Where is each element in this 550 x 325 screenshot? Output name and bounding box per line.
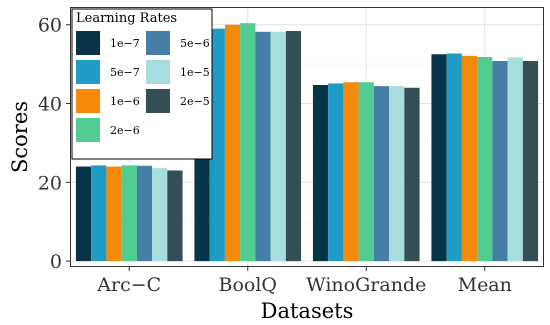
bar [240,23,256,262]
x-tick-label: Mean [458,274,512,296]
y-tick-label: 40 [38,94,62,116]
x-tick-label: WinoGrande [306,274,426,296]
bar [358,82,374,262]
bar [389,86,405,262]
legend-label: 5e−7 [110,66,140,79]
legend-key [76,60,100,84]
bar [477,57,493,262]
bar [312,85,329,262]
bar [209,28,225,262]
plot-border [70,7,544,267]
legend-label: 1e−6 [110,95,140,108]
bar [121,165,137,262]
legend-label: 2e−6 [110,124,140,137]
axes: 0 20 40 60 Arc−C BoolQ WinoGrande Mean [38,15,512,296]
x-axis-title: Datasets [261,299,354,323]
y-tick-label: 60 [38,15,62,37]
bar [91,165,107,262]
y-axis-title: Scores [8,101,32,173]
legend-label: 1e−5 [180,66,210,79]
legend-key [76,31,100,55]
bar [431,54,447,262]
bar [507,57,523,262]
bar [404,87,420,262]
bar [285,31,302,262]
legend-label: 2e−5 [180,95,210,108]
bar [152,168,168,262]
legend-label: 5e−6 [180,37,210,50]
bar [136,165,153,262]
bar [270,31,286,262]
legend-key [76,89,100,113]
bar [224,24,241,262]
bar [167,170,183,262]
bar [343,82,359,262]
bar [461,55,478,262]
legend-title: Learning Rates [76,11,177,26]
legend-key [146,89,170,113]
bar [328,83,344,262]
bar [373,86,390,262]
legend-label: 1e−7 [110,37,140,50]
y-tick-label: 0 [50,251,62,273]
legend: Learning Rates 1e−7 5e−7 1e−6 2e−6 5e−6 1e−5 2… [71,8,213,160]
x-tick-label: BoolQ [219,274,278,296]
bar [106,166,122,262]
legend-key [146,60,170,84]
bar [492,60,508,262]
legend-key [76,118,100,142]
bar [446,53,462,262]
bar [522,60,539,262]
legend-key [146,31,170,55]
bar [255,31,271,262]
y-tick-label: 20 [38,172,62,194]
bar [75,166,92,262]
x-tick-label: Arc−C [96,274,161,296]
